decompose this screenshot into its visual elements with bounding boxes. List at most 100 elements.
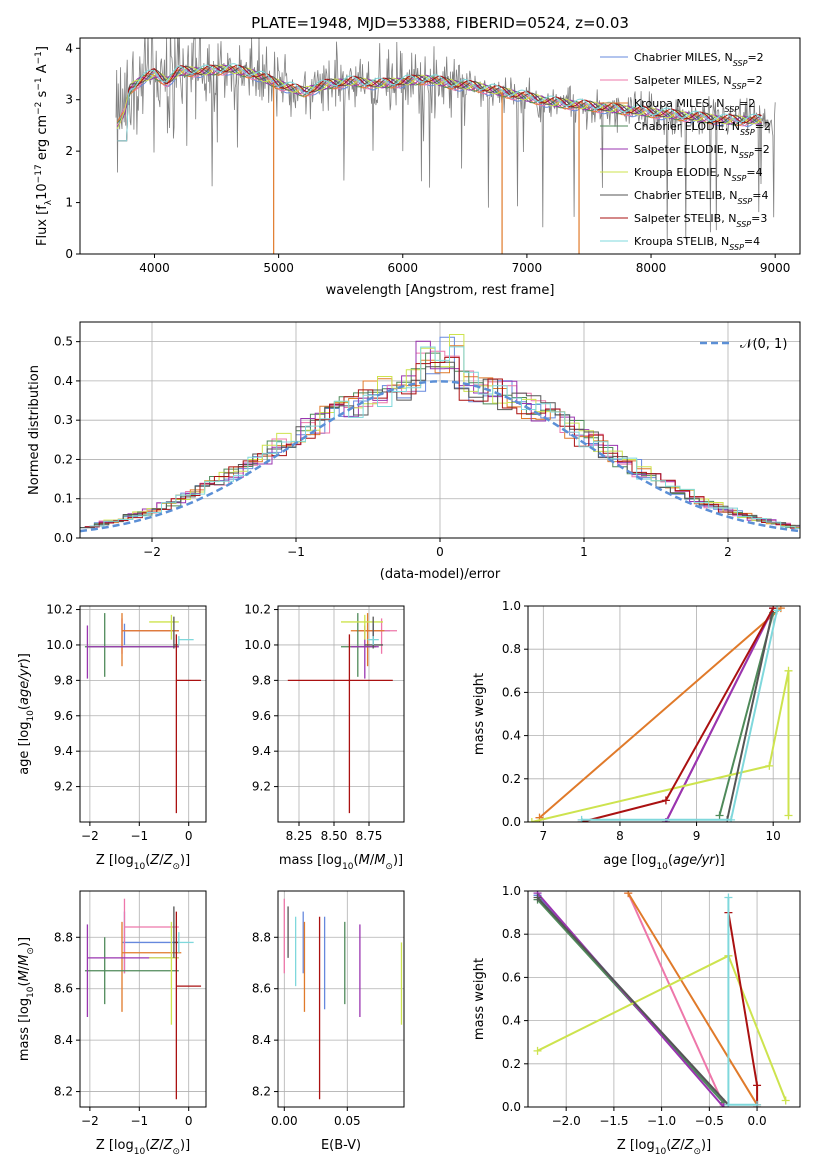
y-tick-label: 0.4: [54, 374, 73, 388]
plot-area: [278, 606, 404, 822]
y-axis-label: age [log10(age/yr)]: [17, 653, 36, 775]
y-tick-label: 10.0: [46, 638, 73, 652]
series-line: [531, 670, 790, 822]
series-marker: [784, 666, 793, 675]
y-tick-label: 2: [65, 144, 73, 158]
x-axis-label: wavelength [Angstrom, rest frame]: [326, 283, 555, 298]
x-tick-label: 1: [580, 545, 588, 559]
y-tick-label: 9.8: [252, 673, 271, 687]
model-spectrum-salpeter-miles: [116, 67, 762, 127]
errorbar-kroupa-stelib: [178, 932, 194, 953]
plot-content: [84, 613, 202, 814]
axes-age_vs_mass: 8.25 8.50 8.75 9.2 9.4 9.6 9.8 10.0 10.2: [244, 603, 405, 843]
figure-title: PLATE=1948, MJD=53388, FIBERID=0524, z=0…: [251, 14, 629, 32]
plot-content: [528, 606, 793, 822]
axes-age_vs_Z: −2 −1 0 9.2 9.4 9.6 9.8 10.0 10.2: [46, 603, 207, 843]
legend-label: Salpeter ELODIE, NSSP=2: [634, 143, 770, 160]
x-axis-label: Z [log10(Z/Z⊙)]: [617, 1138, 711, 1157]
plot-content: [115, 38, 776, 254]
gaussian-curve: [80, 380, 800, 533]
errorbar-kroupa-stelib: [367, 636, 379, 645]
y-tick-label: 4: [65, 41, 73, 55]
axes-frame: [527, 890, 801, 1108]
y-tick-label: 9.6: [252, 709, 271, 723]
series-kroupa-stelib: [577, 606, 782, 822]
x-tick-label: −1.0: [647, 1114, 676, 1128]
y-tick-label: 9.4: [54, 744, 73, 758]
y-tick-label: 8.8: [54, 930, 73, 944]
x-tick-label: 0.0: [748, 1114, 767, 1128]
errorbar-kroupa-miles: [121, 613, 179, 667]
y-tick-label: 0.6: [502, 970, 521, 984]
series-line: [627, 892, 758, 1106]
legend-label: Kroupa ELODIE, NSSP=4: [634, 166, 763, 183]
y-tick-label: 0: [65, 247, 73, 261]
x-tick-label: 0.00: [271, 1114, 298, 1128]
y-tick-label: 9.6: [54, 709, 73, 723]
y-tick-label: 8.2: [252, 1085, 271, 1099]
y-tick-label: 0.8: [502, 642, 521, 656]
y-tick-label: 9.4: [252, 744, 271, 758]
y-axis-label: mass weight: [472, 673, 487, 755]
y-tick-label: 8.6: [252, 982, 271, 996]
series-marker: [533, 893, 542, 902]
legend-label: Salpeter MILES, NSSP=2: [634, 74, 763, 91]
y-axis-label: mass [log10(M/M⊙)]: [17, 937, 36, 1061]
plot-area: [528, 606, 800, 822]
legend-gaussian: 𝒩(0, 1): [700, 337, 787, 352]
y-tick-label: 0.2: [502, 772, 521, 786]
y-tick-label: 1.0: [502, 599, 521, 613]
series-marker: [753, 1100, 762, 1107]
errorbar-salpeter-stelib: [287, 634, 393, 814]
axes-spectrum: 4000 5000 6000 7000 8000 9000 0 1 2 3 4: [65, 37, 801, 275]
errorbar-salpeter-stelib: [175, 911, 202, 1100]
axes-weight_vs_age: 7 8 9 10 0.0 0.2 0.4 0.6 0.8 1.0: [502, 599, 801, 843]
x-axis-label: mass [log10(M/M⊙)]: [279, 853, 403, 872]
x-axis-label: (data-model)/error: [380, 567, 501, 582]
axes-mass_vs_Z: −2 −1 0 8.2 8.4 8.6 8.8: [54, 890, 207, 1128]
y-tick-label: 0.2: [54, 452, 73, 466]
legend-spectrum: Chabrier MILES, NSSP=2 Salpeter MILES, NS…: [600, 51, 771, 252]
model-spectrum-chabrier-stelib: [117, 64, 762, 142]
y-tick-label: 8.4: [54, 1033, 73, 1047]
y-tick-label: 3: [65, 93, 73, 107]
y-tick-label: 10.2: [244, 603, 271, 617]
plot-area: [528, 891, 800, 1107]
series-marker: [661, 796, 670, 805]
x-tick-label: 8: [616, 829, 624, 843]
y-tick-label: 0.3: [54, 413, 73, 427]
y-axis-label: mass weight: [472, 958, 487, 1040]
series-marker: [528, 818, 536, 822]
x-tick-label: −2: [143, 545, 161, 559]
y-tick-label: 1: [65, 196, 73, 210]
series-kroupa-elodie: [528, 666, 793, 822]
plot-area: [80, 891, 206, 1107]
legend-label: Kroupa MILES, NSSP=2: [634, 97, 755, 114]
x-tick-label: 4000: [139, 261, 170, 275]
legend-label: Chabrier STELIB, NSSP=4: [634, 189, 768, 206]
histogram-salpeter-stelib: [84, 356, 800, 529]
legend-label: Kroupa STELIB, NSSP=4: [634, 235, 760, 252]
axes-frame: [527, 605, 801, 823]
x-tick-label: −2: [81, 829, 99, 843]
model-spectrum-salpeter-elodie: [116, 64, 762, 128]
series-line: [536, 892, 725, 1107]
x-tick-label: 8000: [636, 261, 667, 275]
legend-label: 𝒩(0, 1): [740, 337, 787, 352]
x-tick-label: −2: [81, 1114, 99, 1128]
x-tick-label: 10: [766, 829, 781, 843]
y-tick-label: 9.2: [54, 780, 73, 794]
y-tick-label: 0.4: [502, 1014, 521, 1028]
y-tick-label: 0.1: [54, 492, 73, 506]
x-tick-label: 6000: [387, 261, 418, 275]
x-axis-label: Z [log10(Z/Z⊙)]: [96, 1138, 190, 1157]
y-tick-label: 8.6: [54, 982, 73, 996]
x-tick-label: 7: [540, 829, 548, 843]
model-spectrum-kroupa-stelib: [117, 63, 762, 142]
x-tick-label: 9: [693, 829, 701, 843]
series-marker: [727, 815, 736, 822]
y-tick-label: 0.2: [502, 1057, 521, 1071]
series-kroupa-stelib: [724, 893, 762, 1107]
x-tick-label: −1: [287, 545, 305, 559]
y-tick-label: 0.0: [54, 531, 73, 545]
